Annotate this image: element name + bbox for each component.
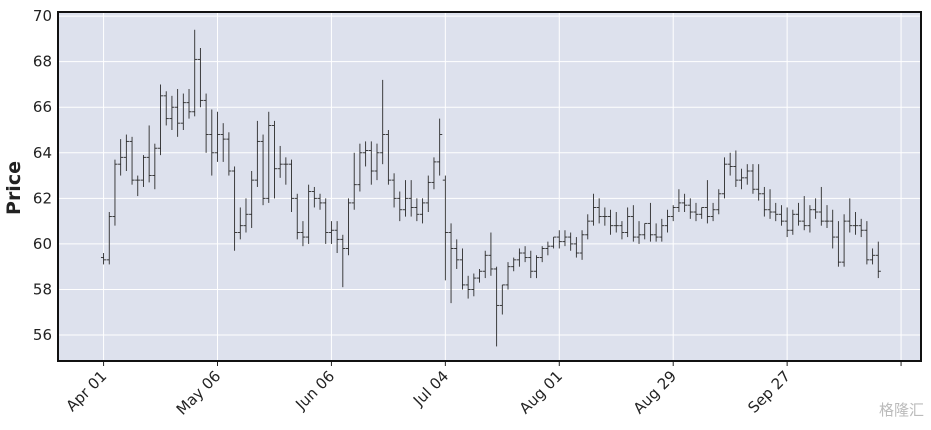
y-tick-label: 62	[33, 189, 52, 207]
y-tick-label: 66	[33, 98, 52, 116]
x-tick-label: Sep 27	[744, 367, 794, 417]
y-axis-label: Price	[3, 161, 25, 215]
x-tick-label: Jun 06	[291, 367, 338, 414]
y-tick-label: 68	[33, 53, 52, 71]
x-tick-label: May 06	[173, 367, 225, 419]
x-tick-label: Aug 29	[630, 367, 680, 417]
x-tick-label: Apr 01	[62, 367, 110, 415]
y-tick-label: 56	[33, 326, 52, 344]
y-tick-label: 70	[33, 7, 52, 25]
x-tick-label: Aug 01	[516, 367, 566, 417]
plot-area	[58, 12, 921, 361]
watermark: 格隆汇	[879, 401, 924, 419]
plot-frame	[57, 11, 922, 362]
y-tick-label: 58	[33, 280, 52, 298]
y-tick-label: 64	[33, 144, 52, 162]
x-tick-label: Jul 04	[409, 367, 452, 410]
y-tick-label: 60	[33, 235, 52, 253]
